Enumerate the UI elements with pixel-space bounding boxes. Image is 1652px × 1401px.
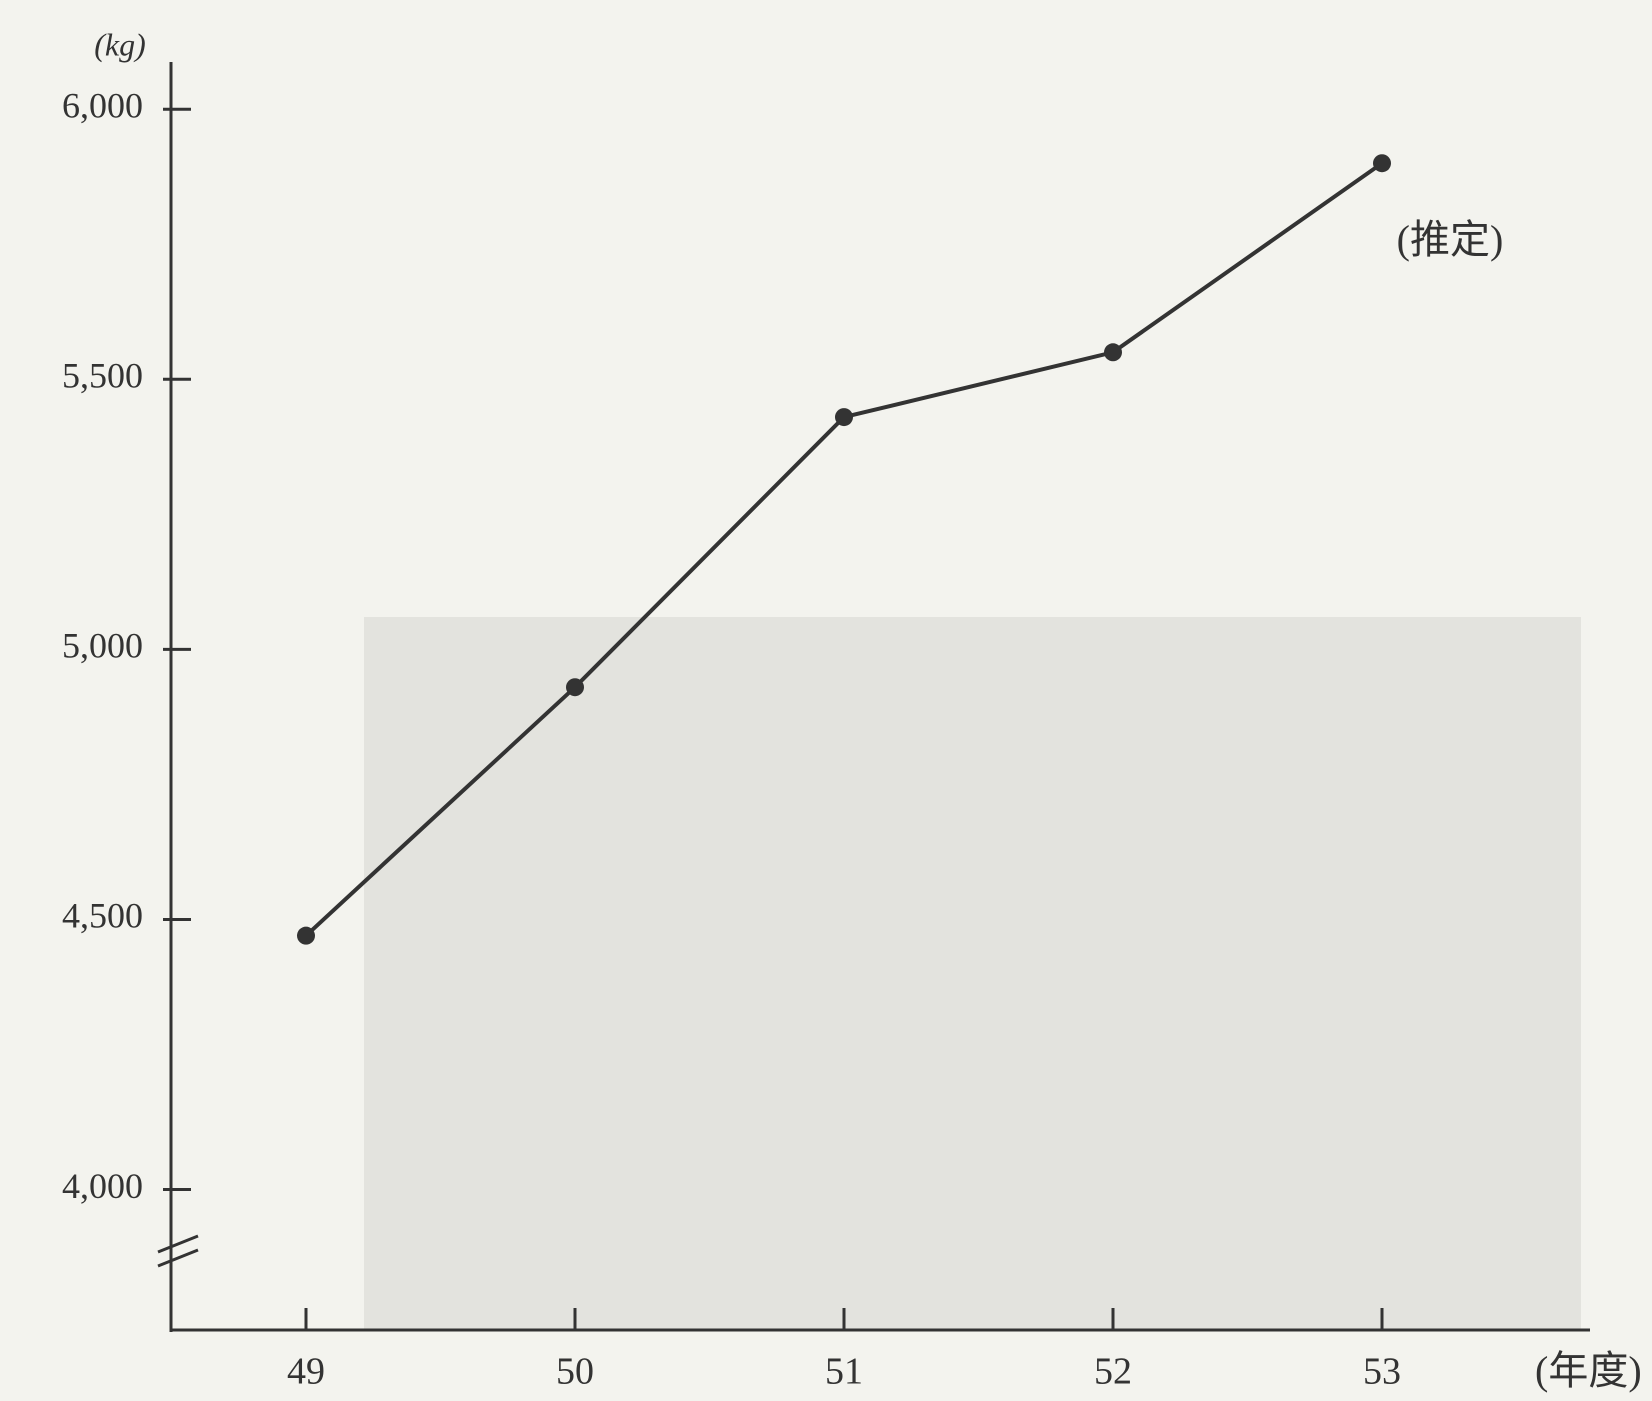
x-tick-label: 51: [825, 1351, 863, 1393]
y-tick-label: 5,000: [62, 626, 143, 666]
data-point: [1104, 343, 1122, 361]
x-tick-label: 49: [287, 1351, 325, 1393]
data-point: [1373, 154, 1391, 172]
data-point: [566, 678, 584, 696]
y-tick-label: 4,500: [62, 896, 143, 936]
photo-background: [364, 617, 1581, 1330]
page: (kg) (推定) (年度) 4,000 4,500 5,000 5,500 6,000…: [0, 0, 1652, 1401]
annotation: (推定): [1397, 217, 1504, 262]
chart: (kg) (推定) (年度) 4,000 4,500 5,000 5,500 6,000…: [0, 0, 1652, 1401]
x-tick-label: 53: [1363, 1351, 1401, 1393]
y-tick-label: 5,500: [62, 356, 143, 396]
data-point: [835, 408, 853, 426]
x-axis-label: (年度): [1535, 1348, 1642, 1393]
unit-label: (kg): [94, 26, 146, 62]
x-tick-label: 50: [556, 1351, 594, 1393]
y-tick-label: 4,000: [62, 1166, 143, 1206]
y-tick-label: 6,000: [62, 85, 143, 125]
x-tick-label: 52: [1094, 1351, 1132, 1393]
data-point: [297, 927, 315, 945]
